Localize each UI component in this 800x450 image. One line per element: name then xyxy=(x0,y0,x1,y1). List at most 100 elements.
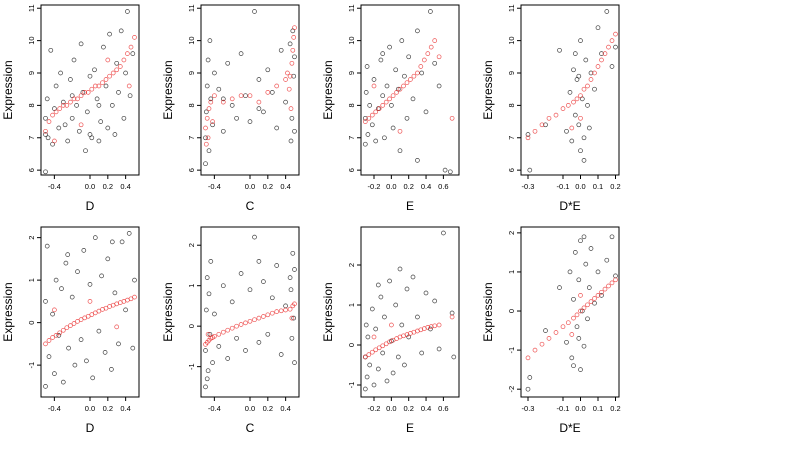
data-point-red-1-5 xyxy=(380,103,386,108)
x-axis-title: D xyxy=(86,199,95,213)
data-point-black-0-34 xyxy=(65,252,71,257)
panel-r2c2: -0.4 0.0 0.2 0.4 -1 0 1 2 C Expression xyxy=(161,226,300,435)
data-point-red-1-20 xyxy=(432,38,438,43)
data-point-black-0-19 xyxy=(90,375,96,381)
data-point-black-0-18 xyxy=(252,9,257,14)
data-point-black-0-20 xyxy=(261,109,266,115)
x-tick-label: -0.1 xyxy=(557,182,570,191)
y-tick-label: 0 xyxy=(187,324,196,328)
x-tick-label: -0.4 xyxy=(208,182,221,191)
plot-frame xyxy=(360,226,460,398)
data-point-red-1-3 xyxy=(373,109,379,115)
data-point-black-0-26 xyxy=(96,138,102,144)
data-point-black-0-12 xyxy=(578,238,583,244)
data-point-black-0-6 xyxy=(369,306,375,312)
data-point-black-0-10 xyxy=(378,57,384,63)
data-point-black-0-17 xyxy=(84,358,89,364)
data-point-black-0-26 xyxy=(419,350,425,356)
data-point-black-0-25 xyxy=(415,314,420,320)
data-point-black-0-0 xyxy=(43,384,48,389)
data-point-red-1-9 xyxy=(75,319,80,324)
data-point-red-1-21 xyxy=(436,322,442,328)
data-point-black-0-37 xyxy=(121,115,127,121)
data-point-black-0-24 xyxy=(278,47,284,53)
data-point-black-0-8 xyxy=(59,286,64,291)
data-point-black-0-27 xyxy=(98,119,104,124)
data-point-black-0-10 xyxy=(216,86,222,92)
data-point-black-0-16 xyxy=(585,316,590,322)
data-point-black-0-4 xyxy=(48,47,54,53)
data-point-black-0-1 xyxy=(203,348,208,353)
data-point-black-0-21 xyxy=(84,109,90,115)
x-tick-label: -0.4 xyxy=(48,182,61,191)
data-point-red-1-20 xyxy=(569,125,575,131)
data-point-black-0-33 xyxy=(451,354,457,360)
data-point-red-1-10 xyxy=(256,99,262,105)
data-point-red-1-10 xyxy=(234,323,239,329)
data-point-black-0-14 xyxy=(75,269,80,274)
data-point-red-1-23 xyxy=(389,322,394,328)
data-point-red-1-1 xyxy=(46,338,52,343)
data-point-black-0-33 xyxy=(220,96,226,102)
data-point-black-0-0 xyxy=(43,132,48,137)
data-point-black-0-11 xyxy=(220,128,226,134)
data-point-black-0-31 xyxy=(130,345,136,351)
data-point-red-1-26 xyxy=(205,331,211,337)
data-point-red-1-5 xyxy=(60,103,66,108)
data-point-black-0-7 xyxy=(371,77,377,82)
data-point-red-1-4 xyxy=(57,330,63,336)
data-point-black-0-8 xyxy=(56,125,62,131)
panel-r2c1: -0.4 0.0 0.2 0.4 -1 0 1 2 D Expression xyxy=(1,226,140,435)
data-point-black-0-25 xyxy=(576,73,582,79)
data-point-black-0-41 xyxy=(130,51,136,56)
data-point-red-1-17 xyxy=(103,77,109,82)
data-point-black-0-29 xyxy=(103,83,109,89)
data-point-black-0-10 xyxy=(378,294,384,300)
data-point-black-0-12 xyxy=(225,356,231,361)
data-point-red-1-19 xyxy=(428,44,434,50)
x-tick-label: 0.2 xyxy=(263,182,273,191)
data-point-red-1-3 xyxy=(208,99,214,105)
data-point-black-0-22 xyxy=(269,295,275,301)
data-point-red-1-2 xyxy=(539,341,545,347)
data-point-black-0-15 xyxy=(238,51,244,56)
data-point-black-0-35 xyxy=(116,90,121,95)
data-point-black-0-13 xyxy=(384,83,390,89)
data-point-red-1-3 xyxy=(373,347,379,353)
data-point-red-1-27 xyxy=(105,57,111,63)
data-point-red-1-21 xyxy=(578,293,583,298)
data-point-red-1-14 xyxy=(287,73,293,79)
y-tick-label: 1 xyxy=(347,303,356,307)
data-point-black-0-14 xyxy=(234,335,239,341)
x-tick-label: -0.4 xyxy=(208,404,221,413)
data-point-black-0-23 xyxy=(609,234,615,240)
data-point-black-0-13 xyxy=(229,299,235,305)
data-point-black-0-28 xyxy=(119,239,125,245)
data-point-black-0-32 xyxy=(132,277,137,283)
y-axis-title: Expression xyxy=(481,60,495,119)
data-point-black-0-11 xyxy=(66,345,71,351)
x-tick-label: 0.4 xyxy=(421,182,431,191)
data-point-red-1-7 xyxy=(571,99,576,105)
data-point-red-1-19 xyxy=(428,324,434,329)
panel-r1c2: -0.4 0.0 0.2 0.4 6 7 8 9 10 11 C Expression xyxy=(161,4,300,213)
data-point-red-1-7 xyxy=(229,96,235,102)
data-point-red-1-9 xyxy=(247,93,253,99)
data-point-red-1-8 xyxy=(71,96,77,102)
data-point-black-0-31 xyxy=(292,54,297,60)
data-point-red-1-10 xyxy=(78,93,84,99)
data-point-black-0-12 xyxy=(578,148,583,154)
data-point-red-1-19 xyxy=(613,31,618,37)
data-point-black-0-1 xyxy=(362,115,368,121)
x-tick-label: 0.4 xyxy=(120,404,130,413)
data-point-black-0-13 xyxy=(72,362,78,368)
data-point-black-0-16 xyxy=(81,248,87,253)
x-tick-label: 0.0 xyxy=(245,404,255,413)
data-point-black-0-15 xyxy=(71,57,77,63)
data-point-black-0-21 xyxy=(599,293,604,298)
data-point-black-0-19 xyxy=(592,86,597,92)
data-point-black-0-21 xyxy=(402,362,407,368)
data-point-red-1-8 xyxy=(238,93,244,99)
data-point-red-1-19 xyxy=(288,106,294,111)
data-point-black-0-5 xyxy=(52,371,57,376)
